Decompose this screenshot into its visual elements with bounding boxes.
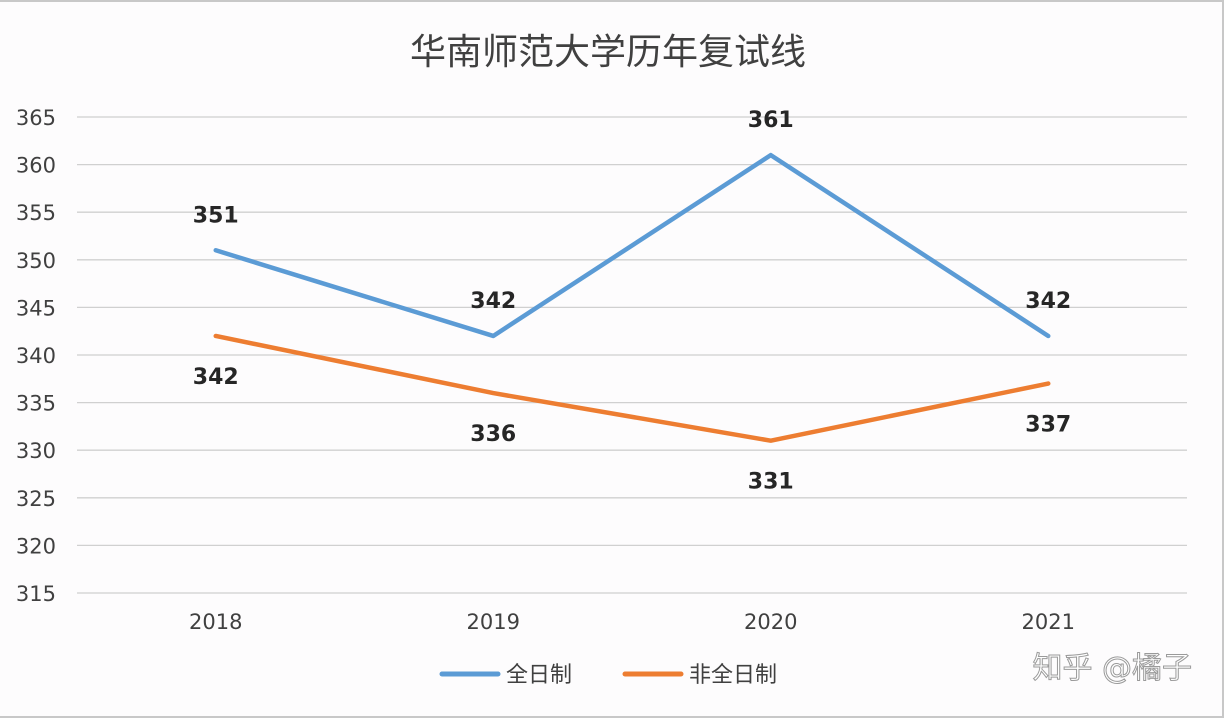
x-tick-label: 2021 [1022,610,1075,634]
x-tick-label: 2020 [744,610,797,634]
y-tick-label: 315 [16,582,56,606]
x-tick-label: 2018 [189,610,242,634]
data-label: 342 [193,365,239,390]
legend-label: 全日制 [506,663,572,688]
y-tick-label: 340 [16,344,56,368]
data-label: 361 [748,108,794,133]
chart-title: 华南师范大学历年复试线 [410,32,806,73]
data-label: 337 [1025,413,1071,438]
x-tick-label: 2019 [467,610,520,634]
watermark: 知乎 @橘子 [1032,651,1192,686]
data-label: 336 [470,422,516,447]
y-tick-label: 345 [16,296,56,320]
y-tick-label: 325 [16,487,56,511]
series-line-1 [213,152,1051,339]
y-tick-label: 360 [16,154,56,178]
data-label: 351 [193,203,239,228]
y-tick-label: 335 [16,392,56,416]
series-line-2 [213,333,1051,443]
y-tick-label: 355 [16,201,56,225]
data-label: 342 [470,289,516,314]
y-tick-label: 330 [16,439,56,463]
data-label: 331 [748,470,794,495]
legend-label: 非全日制 [689,663,777,688]
data-label: 342 [1025,289,1071,314]
y-tick-label: 320 [16,534,56,558]
y-tick-label: 350 [16,249,56,273]
y-tick-label: 365 [16,106,56,130]
